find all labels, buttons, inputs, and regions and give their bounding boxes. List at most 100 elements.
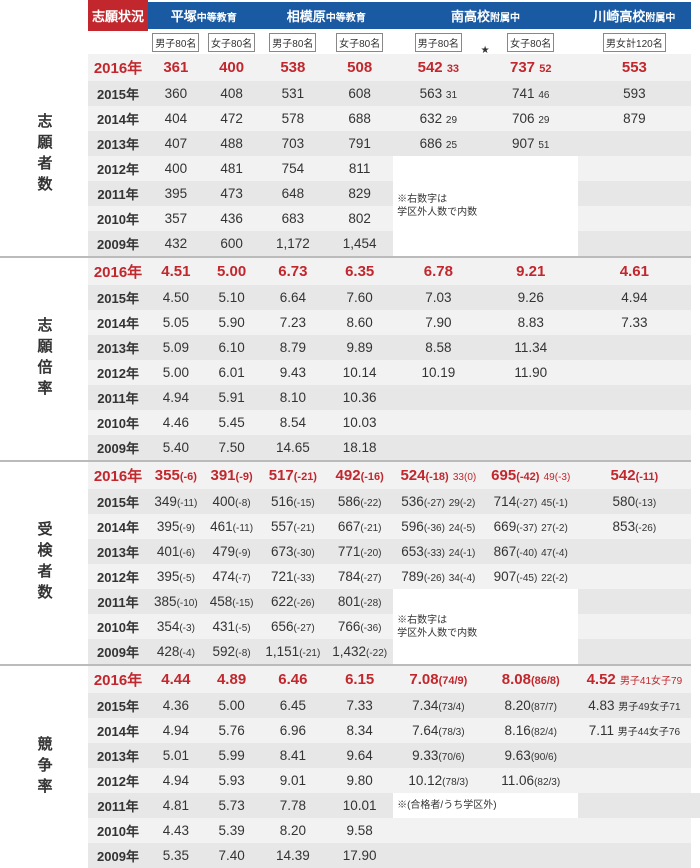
value-cell	[578, 639, 691, 664]
value-cell: 586(-22)	[326, 489, 393, 514]
value-cell: 10.12(78/3)	[393, 768, 484, 793]
school-3: 川崎高校附属中	[578, 2, 691, 29]
year: 2012年	[88, 768, 148, 793]
year: 2012年	[88, 156, 148, 181]
value-cell: 407	[148, 131, 204, 156]
value-cell: 361	[148, 54, 204, 81]
value-cell: 10.14	[326, 360, 393, 385]
value-cell: 6.15	[326, 665, 393, 693]
value-cell: 811	[326, 156, 393, 181]
value-cell: 400	[204, 54, 260, 81]
value-cell: 867(-40) 47(-4)	[484, 539, 578, 564]
value-cell: 8.20	[259, 818, 326, 843]
value-cell	[578, 743, 691, 768]
value-cell: 404	[148, 106, 204, 131]
value-cell: 714(-27) 45(-1)	[484, 489, 578, 514]
value-cell: 9.01	[259, 768, 326, 793]
year: 2016年	[88, 665, 148, 693]
value-cell: 508	[326, 54, 393, 81]
year: 2010年	[88, 818, 148, 843]
value-cell	[484, 435, 578, 460]
value-cell: 563 31	[393, 81, 484, 106]
value-cell: 4.83 男子49女子71	[578, 693, 691, 718]
value-cell: 8.83	[484, 310, 578, 335]
value-cell	[578, 564, 691, 589]
value-cell: 667(-21)	[326, 514, 393, 539]
value-cell: 481	[204, 156, 260, 181]
year: 2012年	[88, 360, 148, 385]
value-cell: 9.21	[484, 257, 578, 285]
value-cell: 6.01	[204, 360, 260, 385]
value-cell: 7.90	[393, 310, 484, 335]
year: 2014年	[88, 106, 148, 131]
value-cell: 580(-13)	[578, 489, 691, 514]
value-cell: 7.33	[326, 693, 393, 718]
value-cell: 6.35	[326, 257, 393, 285]
value-cell: 401(-6)	[148, 539, 204, 564]
year: 2011年	[88, 589, 148, 614]
year: 2016年	[88, 54, 148, 81]
value-cell	[578, 360, 691, 385]
value-cell: 474(-7)	[204, 564, 260, 589]
value-cell: 6.64	[259, 285, 326, 310]
capacity: 男女計120名	[603, 33, 666, 52]
value-cell: 7.40	[204, 843, 260, 868]
value-cell: 11.06(82/3)	[484, 768, 578, 793]
value-cell: 784(-27)	[326, 564, 393, 589]
value-cell: 5.45	[204, 410, 260, 435]
value-cell: 8.58	[393, 335, 484, 360]
value-cell: 7.50	[204, 435, 260, 460]
school-0: 平塚中等教育	[148, 2, 259, 29]
value-cell	[578, 539, 691, 564]
value-cell: 907 51	[484, 131, 578, 156]
value-cell: 531	[259, 81, 326, 106]
value-cell: 400	[148, 156, 204, 181]
year: 2013年	[88, 539, 148, 564]
value-cell	[578, 181, 691, 206]
capacity: 女子80名	[208, 33, 255, 52]
value-cell: 656(-27)	[259, 614, 326, 639]
year: 2013年	[88, 743, 148, 768]
value-cell: 395(-5)	[148, 564, 204, 589]
value-cell: 5.93	[204, 768, 260, 793]
year: 2012年	[88, 564, 148, 589]
capacity: 女子80名	[507, 33, 554, 52]
value-cell: 683	[259, 206, 326, 231]
value-cell: 517(-21)	[259, 461, 326, 489]
value-cell: 355(-6)	[148, 461, 204, 489]
value-cell: 5.00	[204, 693, 260, 718]
capacity: 女子80名	[336, 33, 383, 52]
year: 2009年	[88, 435, 148, 460]
value-cell: 14.65	[259, 435, 326, 460]
value-cell: 703	[259, 131, 326, 156]
value-cell: 542 33	[393, 54, 484, 81]
value-cell	[695, 793, 700, 818]
value-cell: 5.39	[204, 818, 260, 843]
value-cell: 771(-20)	[326, 539, 393, 564]
value-cell: 5.91	[204, 385, 260, 410]
value-cell: 8.54	[259, 410, 326, 435]
section-label: 志願倍率	[0, 257, 88, 460]
value-cell: 4.61	[578, 257, 691, 285]
footnote: ※右数字は学区外人数で内数	[393, 156, 578, 256]
year: 2011年	[88, 181, 148, 206]
value-cell: 354(-3)	[148, 614, 204, 639]
value-cell: 7.78	[259, 793, 326, 818]
value-cell: 4.94	[148, 718, 204, 743]
value-cell: 669(-37) 27(-2)	[484, 514, 578, 539]
value-cell: 432	[148, 231, 204, 256]
value-cell: 5.01	[148, 743, 204, 768]
value-cell	[578, 818, 691, 843]
value-cell: 801(-28)	[326, 589, 393, 614]
value-cell: 479(-9)	[204, 539, 260, 564]
value-cell: 706 29	[484, 106, 578, 131]
year: 2011年	[88, 793, 148, 818]
value-cell: 536(-27) 29(-2)	[393, 489, 484, 514]
value-cell: 7.08(74/9)	[393, 665, 484, 693]
title-badge: 志願状況	[88, 0, 148, 31]
year: 2016年	[88, 461, 148, 489]
value-cell: 553	[578, 54, 691, 81]
value-cell	[578, 231, 691, 256]
value-cell: 4.94	[578, 285, 691, 310]
value-cell: 8.41	[259, 743, 326, 768]
